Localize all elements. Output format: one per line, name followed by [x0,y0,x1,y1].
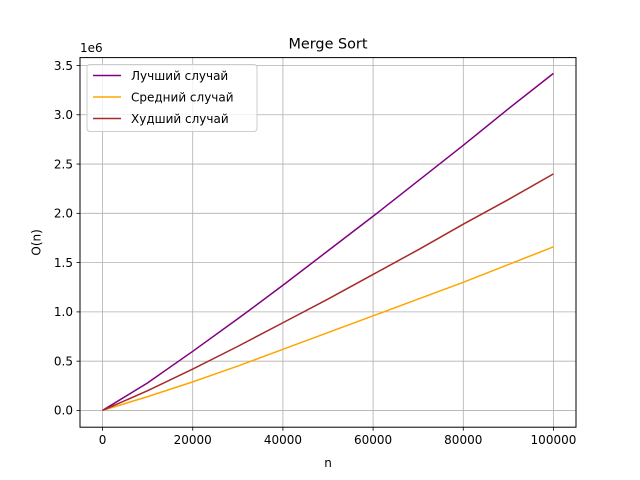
y-tick-label: 0.0 [54,404,73,418]
y-tick-label: 3.0 [54,108,73,122]
y-offset-label: 1e6 [80,41,103,55]
legend-label: Худший случай [131,112,229,126]
y-tick-label: 0.5 [54,354,73,368]
x-tick-label: 100000 [531,433,577,447]
series-line-1 [102,72,554,412]
chart-title: Merge Sort [289,37,368,53]
legend: Лучший случай Средний случай Худший случай [86,64,258,132]
grid [80,57,576,428]
series-line-3 [102,173,554,412]
x-tick-label: 60000 [354,433,392,447]
legend-label: Лучший случай [131,69,228,83]
x-axis-label: n [324,456,332,470]
y-axis-label: O(n) [30,229,44,255]
x-tick-label: 20000 [174,433,212,447]
axis-ticks: 0 20000 40000 60000 80000 100000 0.0 0.5 1.0 1.5 2… [54,59,576,447]
y-tick-label: 3.5 [54,59,73,73]
x-tick-label: 0 [99,433,107,447]
series-lines [102,72,554,412]
y-tick-label: 2.5 [54,157,73,171]
y-tick-label: 1.0 [54,305,73,319]
y-tick-label: 1.5 [54,256,73,270]
x-tick-label: 80000 [444,433,482,447]
legend-box [86,64,258,132]
series-line-2 [102,246,554,412]
x-tick-label: 40000 [264,433,302,447]
legend-label: Средний случай [131,90,234,104]
y-tick-label: 2.0 [54,207,73,221]
plot-frame [79,57,577,428]
